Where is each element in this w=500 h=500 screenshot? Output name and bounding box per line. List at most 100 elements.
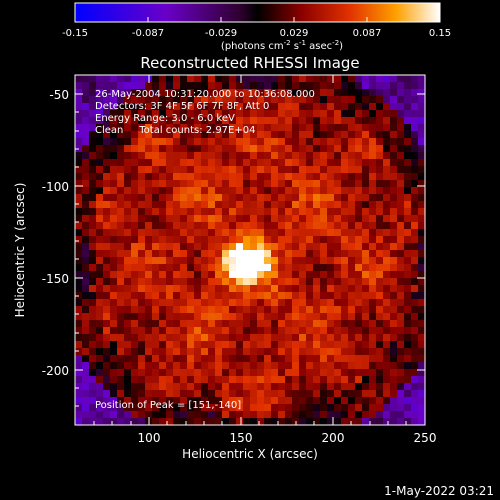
heatmap-cell [159, 334, 166, 341]
heatmap-cell [236, 180, 243, 187]
heatmap-cell [201, 313, 208, 320]
heatmap-cell [131, 299, 138, 306]
heatmap-cell [397, 271, 404, 278]
heatmap-cell [75, 306, 82, 313]
heatmap-cell [397, 110, 404, 117]
heatmap-cell [404, 110, 411, 117]
heatmap-cell [264, 418, 271, 425]
heatmap-cell [306, 131, 313, 138]
heatmap-cell [229, 187, 236, 194]
heatmap-cell [152, 215, 159, 222]
heatmap-cell [292, 229, 299, 236]
heatmap-cell [376, 152, 383, 159]
heatmap-cell [159, 110, 166, 117]
heatmap-cell [306, 103, 313, 110]
heatmap-cell [222, 117, 229, 124]
heatmap-cell [194, 306, 201, 313]
heatmap-cell [124, 236, 131, 243]
heatmap-cell [299, 271, 306, 278]
heatmap-cell [383, 103, 390, 110]
heatmap-cell [355, 215, 362, 222]
heatmap-cell [404, 250, 411, 257]
heatmap-cell [376, 271, 383, 278]
heatmap-cell [299, 173, 306, 180]
heatmap-cell [159, 145, 166, 152]
heatmap-cell [390, 82, 397, 89]
heatmap-cell [264, 334, 271, 341]
heatmap-cell [411, 159, 418, 166]
heatmap-cell [383, 159, 390, 166]
heatmap-cell [236, 103, 243, 110]
heatmap-cell [131, 320, 138, 327]
heatmap-cell [390, 89, 397, 96]
heatmap-cell [103, 418, 110, 425]
heatmap-cell [166, 362, 173, 369]
heatmap-cell [152, 292, 159, 299]
heatmap-cell [89, 285, 96, 292]
heatmap-cell [397, 243, 404, 250]
heatmap-cell [341, 362, 348, 369]
heatmap-cell [124, 320, 131, 327]
heatmap-cell [348, 271, 355, 278]
heatmap-cell [320, 299, 327, 306]
heatmap-cell [187, 404, 194, 411]
heatmap-cell [376, 173, 383, 180]
heatmap-cell [117, 271, 124, 278]
heatmap-cell [355, 257, 362, 264]
heatmap-cell [180, 243, 187, 250]
heatmap-cell [208, 180, 215, 187]
heatmap-cell [229, 103, 236, 110]
heatmap-cell [138, 327, 145, 334]
heatmap-cell [96, 229, 103, 236]
heatmap-cell [341, 215, 348, 222]
heatmap-cell [299, 222, 306, 229]
heatmap-cell [110, 152, 117, 159]
heatmap-cell [369, 376, 376, 383]
heatmap-cell [271, 397, 278, 404]
heatmap-cell [110, 82, 117, 89]
heatmap-cell [362, 124, 369, 131]
heatmap-cell [404, 180, 411, 187]
heatmap-cell [145, 117, 152, 124]
heatmap-cell [145, 404, 152, 411]
heatmap-cell [418, 222, 425, 229]
heatmap-cell [362, 166, 369, 173]
heatmap-cell [411, 257, 418, 264]
heatmap-cell [180, 201, 187, 208]
heatmap-cell [138, 173, 145, 180]
heatmap-cell [250, 299, 257, 306]
heatmap-cell [96, 369, 103, 376]
heatmap-cell [152, 299, 159, 306]
heatmap-cell [194, 404, 201, 411]
heatmap-cell [257, 96, 264, 103]
heatmap-cell [173, 383, 180, 390]
heatmap-cell [201, 327, 208, 334]
heatmap-cell [369, 236, 376, 243]
heatmap-cell [173, 117, 180, 124]
heatmap-cell [334, 173, 341, 180]
heatmap-cell [418, 257, 425, 264]
heatmap-cell [418, 145, 425, 152]
heatmap-cell [145, 236, 152, 243]
heatmap-cell [250, 376, 257, 383]
heatmap-cell [145, 264, 152, 271]
heatmap-cell [264, 173, 271, 180]
heatmap-cell [180, 194, 187, 201]
heatmap-cell [82, 194, 89, 201]
heatmap-cell [292, 334, 299, 341]
heatmap-cell [236, 334, 243, 341]
heatmap-cell [89, 411, 96, 418]
heatmap-cell [264, 124, 271, 131]
heatmap-cell [313, 264, 320, 271]
heatmap-cell [362, 362, 369, 369]
heatmap-cell [131, 222, 138, 229]
heatmap-cell [215, 306, 222, 313]
heatmap-cell [89, 236, 96, 243]
heatmap-cell [418, 404, 425, 411]
heatmap-cell [355, 376, 362, 383]
heatmap-cell [208, 313, 215, 320]
heatmap-cell [362, 334, 369, 341]
heatmap-cell [278, 257, 285, 264]
heatmap-cell [243, 159, 250, 166]
heatmap-cell [75, 327, 82, 334]
